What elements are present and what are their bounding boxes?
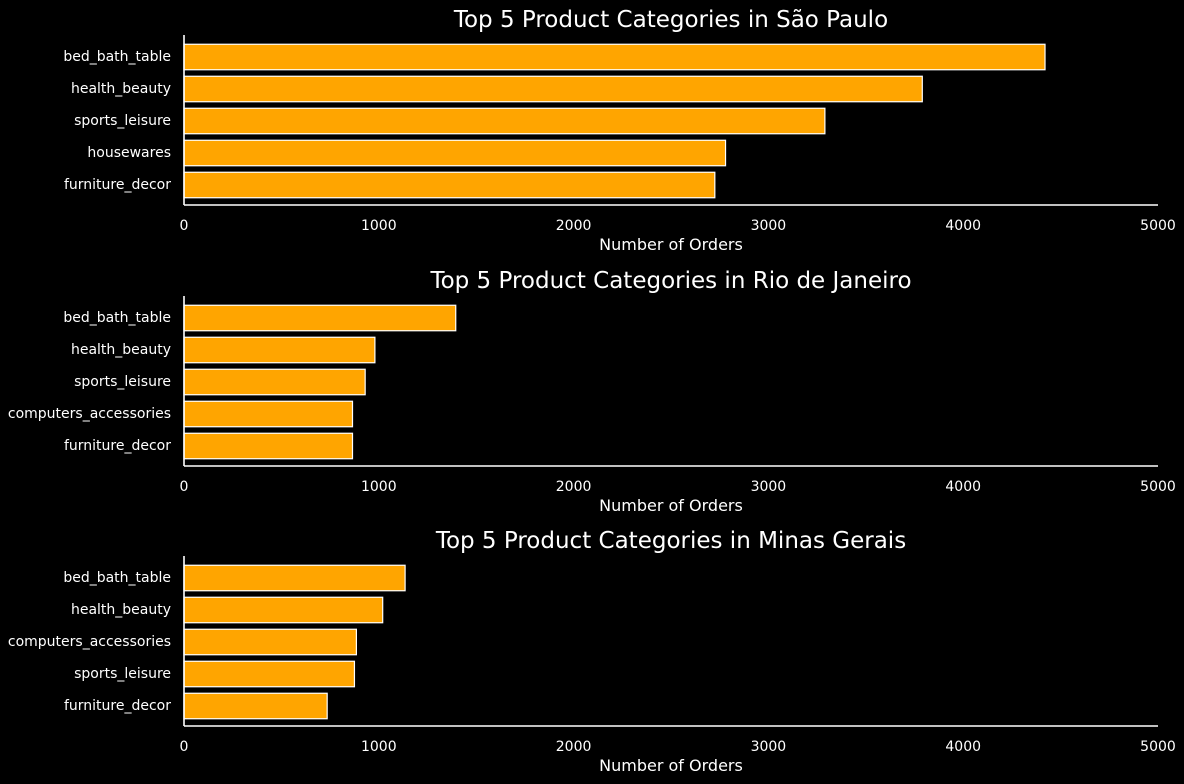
bar-bed-bath-table xyxy=(183,43,1046,71)
x-tick-label: 3000 xyxy=(751,218,787,234)
y-tick-label: bed_bath_table xyxy=(63,570,171,586)
bar-sports-leisure xyxy=(183,368,366,396)
bar-furniture-decor xyxy=(183,432,354,460)
x-tick-label: 3000 xyxy=(751,739,787,755)
y-tick-label: computers_accessories xyxy=(8,406,171,422)
y-tick-label: bed_bath_table xyxy=(63,49,171,65)
x-tick-label: 1000 xyxy=(361,479,397,495)
x-tick-label: 4000 xyxy=(945,739,981,755)
y-tick-label: furniture_decor xyxy=(64,177,171,193)
x-axis-label: Number of Orders xyxy=(599,235,743,254)
y-tick-label: health_beauty xyxy=(71,81,171,97)
y-tick-label: housewares xyxy=(87,145,171,161)
chart-title: Top 5 Product Categories in Rio de Janei… xyxy=(429,268,911,294)
x-tick-label: 5000 xyxy=(1140,739,1176,755)
bar-health-beauty xyxy=(183,336,376,364)
y-tick-label: sports_leisure xyxy=(74,666,171,682)
y-tick-label: health_beauty xyxy=(71,602,171,618)
bar-furniture-decor xyxy=(183,171,716,199)
bar-bed-bath-table xyxy=(183,564,406,592)
bar-computers-accessories xyxy=(183,628,357,656)
x-tick-label: 1000 xyxy=(361,739,397,755)
x-tick-label: 5000 xyxy=(1140,479,1176,495)
chart-title: Top 5 Product Categories in São Paulo xyxy=(453,7,888,33)
bar-housewares xyxy=(183,139,727,167)
y-tick-label: bed_bath_table xyxy=(63,310,171,326)
bar-health-beauty xyxy=(183,596,384,624)
x-tick-label: 2000 xyxy=(556,479,592,495)
y-tick-label: sports_leisure xyxy=(74,113,171,129)
x-tick-label: 5000 xyxy=(1140,218,1176,234)
y-tick-label: computers_accessories xyxy=(8,634,171,650)
x-axis-label: Number of Orders xyxy=(599,496,743,515)
x-tick-label: 0 xyxy=(180,218,189,234)
x-tick-label: 1000 xyxy=(361,218,397,234)
bar-health-beauty xyxy=(183,75,923,103)
y-tick-label: furniture_decor xyxy=(64,438,171,454)
y-tick-label: health_beauty xyxy=(71,342,171,358)
x-tick-label: 3000 xyxy=(751,479,787,495)
x-tick-label: 4000 xyxy=(945,218,981,234)
bar-computers-accessories xyxy=(183,400,354,428)
chart-title: Top 5 Product Categories in Minas Gerais xyxy=(435,528,906,554)
y-tick-label: sports_leisure xyxy=(74,374,171,390)
x-axis-label: Number of Orders xyxy=(599,756,743,775)
x-tick-label: 4000 xyxy=(945,479,981,495)
x-tick-label: 2000 xyxy=(556,218,592,234)
y-tick-label: furniture_decor xyxy=(64,698,171,714)
x-tick-label: 2000 xyxy=(556,739,592,755)
x-tick-label: 0 xyxy=(180,479,189,495)
bar-sports-leisure xyxy=(183,660,356,688)
x-tick-label: 0 xyxy=(180,739,189,755)
bar-sports-leisure xyxy=(183,107,826,135)
bar-bed-bath-table xyxy=(183,304,457,332)
bar-furniture-decor xyxy=(183,692,328,720)
